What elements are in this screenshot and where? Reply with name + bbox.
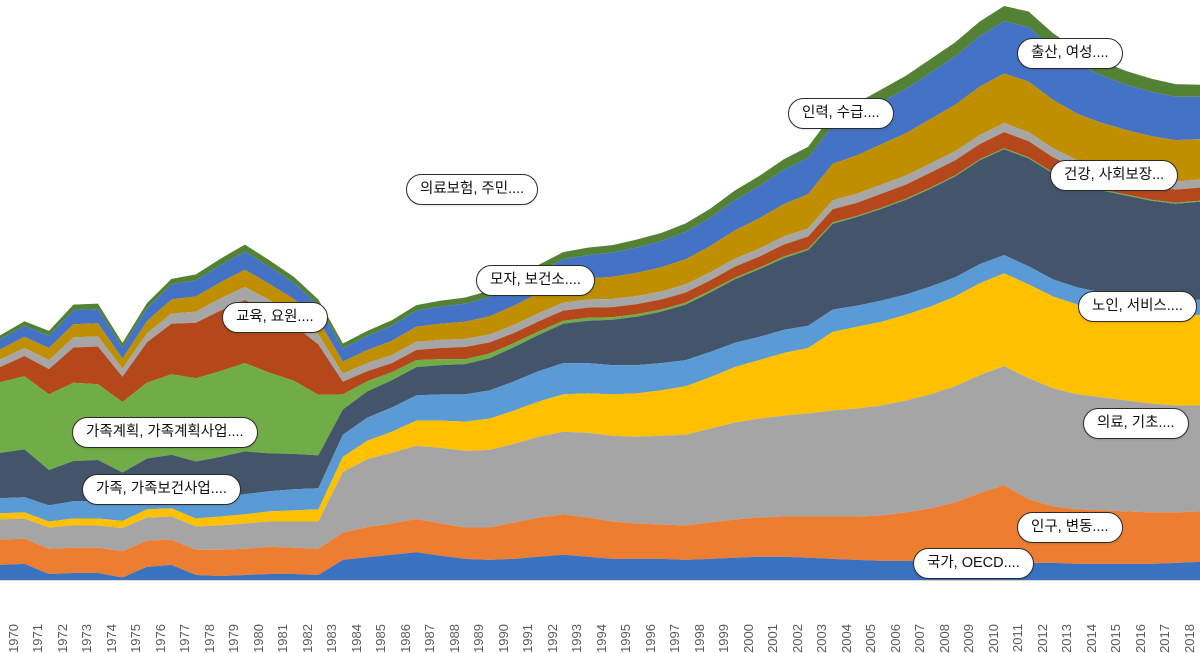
x-tick-label: 1996 <box>642 624 658 653</box>
x-tick-label: 2004 <box>838 624 854 653</box>
x-tick-label: 1991 <box>520 624 536 653</box>
area-series: 출산, 여성.... <box>0 6 1200 349</box>
x-tick-label: 2015 <box>1108 624 1124 653</box>
x-tick-label: 1986 <box>397 624 413 653</box>
x-tick-label: 1977 <box>177 624 193 653</box>
series-callout-label[interactable]: 의료보험, 주민.... <box>406 174 539 205</box>
x-tick-label: 1978 <box>201 624 217 653</box>
x-tick-label: 1993 <box>569 624 585 653</box>
x-tick-label: 2010 <box>985 624 1001 653</box>
x-tick-label: 2018 <box>1181 624 1197 653</box>
x-tick-label: 1989 <box>471 624 487 653</box>
series-callout-label[interactable]: 노인, 서비스.... <box>1078 291 1197 322</box>
x-tick-label: 1998 <box>691 624 707 653</box>
x-tick-label: 1970 <box>6 624 21 653</box>
x-tick-label: 1984 <box>348 624 364 653</box>
area-series-canvas: 출산, 여성.... 인력, 수급.... 의료보험, 주민.... 교육, 요원..… <box>0 6 1200 580</box>
x-tick-label: 2012 <box>1034 624 1050 653</box>
x-tick-label: 2003 <box>814 624 830 653</box>
series-callout-label[interactable]: 가족, 가족보건사업.... <box>82 474 241 505</box>
plot-area: 출산, 여성.... 인력, 수급.... 의료보험, 주민.... 교육, 요원..… <box>0 6 1200 580</box>
area-series: 국가, OECD.... <box>0 552 1200 580</box>
x-tick-label: 1973 <box>79 624 95 653</box>
x-tick-label: 2007 <box>912 624 928 653</box>
x-tick-label: 1985 <box>373 624 389 653</box>
x-tick-label: 2016 <box>1132 624 1148 653</box>
x-tick-label: 2013 <box>1059 624 1075 653</box>
x-tick-label: 1972 <box>54 624 70 653</box>
x-tick-label: 1988 <box>446 624 462 653</box>
x-tick-label: 2002 <box>789 624 805 653</box>
x-tick-label: 1987 <box>422 624 438 653</box>
area-series: 인력, 수급.... <box>0 21 1200 362</box>
x-tick-label: 2008 <box>936 624 952 653</box>
series-callout-label[interactable]: 인구, 변동.... <box>1017 512 1123 543</box>
area-series: 인구, 변동.... <box>0 485 1200 578</box>
area-series: 의료보험, 주민.... <box>0 73 1200 374</box>
x-tick-label: 1971 <box>30 624 46 653</box>
x-tick-label: 1982 <box>299 624 315 653</box>
x-tick-label: 1997 <box>667 624 683 653</box>
x-tick-label: 1976 <box>152 624 168 653</box>
area-series: 의료, 기초.... <box>0 366 1200 552</box>
x-tick-label: 2006 <box>887 624 903 653</box>
x-tick-label: 1974 <box>103 624 119 653</box>
series-callout-label[interactable]: 가족계획, 가족계획사업.... <box>72 417 258 448</box>
x-tick-label: 1994 <box>593 624 609 653</box>
series-callout-label[interactable]: 인력, 수급.... <box>788 98 894 129</box>
x-tick-label: 2005 <box>863 624 879 653</box>
x-axis-line <box>0 580 1200 581</box>
stacked-area-chart: 출산, 여성.... 인력, 수급.... 의료보험, 주민.... 교육, 요원..… <box>0 6 1200 653</box>
x-tick-label: 2000 <box>740 624 756 653</box>
x-tick-label: 1975 <box>128 624 144 653</box>
x-tick-label: 2014 <box>1083 624 1099 653</box>
series-callout-label[interactable]: 출산, 여성.... <box>1017 38 1123 69</box>
area-series: 노인, 서비스.... <box>0 273 1200 529</box>
area-series: 가족계획, 가족계획사업.... <box>0 132 1200 402</box>
x-tick-label: 1980 <box>250 624 266 653</box>
area-series: 가족, 가족보건사업.... <box>0 148 1200 473</box>
area-series: 건강, 사회보장... <box>0 149 1200 506</box>
x-tick-label: 2017 <box>1157 624 1173 653</box>
area-series: 모자, 보건소.... <box>0 255 1200 522</box>
x-tick-label: 1981 <box>275 624 291 653</box>
x-tick-label: 1983 <box>324 624 340 653</box>
x-axis-tick-labels: 1970 1971 1972 1973 1974 1975 1976 1977 1978 1979… <box>0 580 1200 653</box>
series-callout-label[interactable]: 교육, 요원.... <box>222 302 328 333</box>
x-tick-label: 2011 <box>1010 624 1026 652</box>
series-callout-label[interactable]: 건강, 사회보장... <box>1050 160 1179 191</box>
x-tick-label: 1992 <box>544 624 560 653</box>
x-tick-label: 1979 <box>226 624 242 653</box>
x-tick-label: 1990 <box>495 624 511 653</box>
x-tick-label: 2009 <box>961 624 977 653</box>
series-callout-label[interactable]: 모자, 보건소.... <box>476 265 595 296</box>
series-group: 출산, 여성.... 인력, 수급.... 의료보험, 주민.... 교육, 요원..… <box>0 6 1200 580</box>
series-callout-label[interactable]: 국가, OECD.... <box>913 548 1034 579</box>
series-callout-label[interactable]: 의료, 기초.... <box>1083 408 1189 439</box>
x-tick-label: 1999 <box>716 624 732 653</box>
x-tick-label: 2001 <box>765 624 781 653</box>
x-tick-label: 1995 <box>618 624 634 653</box>
